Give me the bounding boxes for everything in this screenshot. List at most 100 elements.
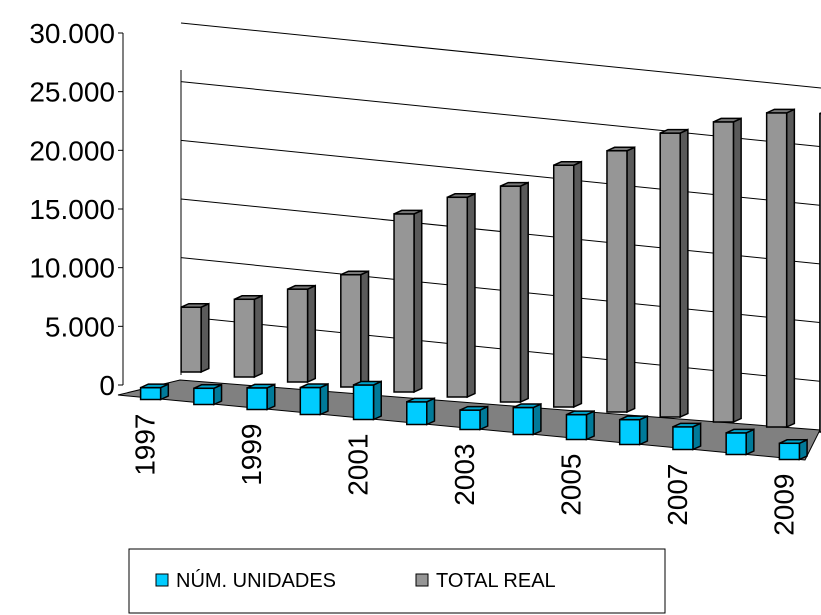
y-tick-label: 0 [99,370,115,401]
legend-item-num-unidades-label: NÚM. UNIDADES [176,569,336,592]
total-real-bar [446,192,476,399]
total-real-bar-front [659,132,681,418]
total-real-bar-side [466,192,476,399]
total-real-bar-side [732,117,742,424]
num-unidades-bar-top [299,383,329,389]
y-tick-label: 15.000 [29,194,115,225]
y-axis: 0 5.000 10.000 15.000 20.000 25.000 30.000 [29,18,124,401]
num-unidades-bar-top [619,415,648,421]
y-tick-label: 5.000 [45,311,115,342]
num-unidades-bar-top [672,422,701,428]
num-unidades-bar-front [618,418,641,446]
num-unidades-bar-top [725,428,755,434]
total-real-bar-top [234,295,263,301]
x-axis-ticks: 1997 1999 2001 2003 2005 2007 2009 [130,414,800,536]
num-unidades-bar-front [459,409,481,431]
total-real-bar-top [340,270,369,276]
total-real-bar [765,108,796,429]
total-real-bar-top [766,108,795,114]
num-unidades-bar-side [372,380,382,421]
total-real-bar-top [659,128,689,134]
total-real-bar-side [679,128,689,419]
total-real-bar-side [200,302,210,374]
gridline [180,22,821,89]
num-unidades-bar-side [319,382,329,416]
total-real-bar-front [819,112,821,433]
num-unidades-bar-front [672,426,694,451]
total-real-bar-top [446,193,476,199]
total-real-bar-side [519,181,529,404]
num-unidades-bar-side [585,410,595,441]
num-unidades-bar-side [532,402,542,436]
total-real-bar [340,270,370,389]
legend-item-total-real-label: TOTAL REAL [436,570,556,592]
total-real-bar [499,181,529,404]
x-tick-label: 2003 [449,444,480,506]
num-unidades-bar-top [353,380,382,386]
num-unidades-bar [459,405,489,431]
total-real-bar [286,284,317,384]
total-real-bar-front [286,288,309,383]
total-real-bar-top [393,209,423,215]
total-real-bar-front [446,196,469,398]
total-real-bar-side [306,284,317,384]
x-tick-label: 2007 [662,464,693,526]
legend: NÚM. UNIDADES TOTAL REAL [128,548,666,614]
num-unidades-bar-top [193,384,222,390]
legend-item-total-real-swatch [415,573,429,587]
x-tick-label: 1997 [130,414,161,476]
num-unidades-bar-front [139,386,162,401]
total-real-bar [712,117,742,424]
total-real-bar-top [713,117,742,123]
total-real-bar-side [572,160,583,409]
num-unidades-bar [246,383,276,411]
num-unidades-bars [139,380,808,461]
total-real-bar-side [413,209,423,394]
total-real-bar-front [499,185,522,403]
num-unidades-bar [778,438,808,461]
total-real-bar-side [253,294,263,379]
total-real-bar-top [287,284,316,290]
x-tick-label: 1999 [236,424,267,486]
num-unidades-bar [618,415,649,446]
x-tick-label: 2001 [343,434,374,496]
total-real-bar-front [233,298,256,378]
total-real-bar-front [765,112,788,428]
total-real-bar [393,209,423,394]
num-unidades-bar-top [512,403,542,409]
total-real-bar-front [552,164,575,408]
num-unidades-bar-side [638,415,649,446]
y-tick-label: 20.000 [29,135,115,166]
x-tick-label: 2009 [768,474,799,536]
num-unidades-bar-front [352,384,375,421]
num-unidades-bar-top [566,410,595,416]
num-unidades-bar [565,410,595,441]
num-unidades-bar [299,382,329,416]
total-real-bar-side [360,270,370,389]
y-tick-label: 25.000 [29,77,115,108]
num-unidades-bar-front [725,432,747,456]
total-real-bar-front [393,213,415,393]
num-unidades-bar-front [193,387,215,406]
total-real-bar-side [626,146,636,414]
total-real-bar [233,294,263,379]
num-unidades-bar-side [426,397,436,426]
total-real-bar-front [712,121,735,423]
num-unidades-bar-top [140,383,169,389]
num-unidades-bar [672,422,702,451]
num-unidades-bar [352,380,382,421]
num-unidades-bar [406,397,436,426]
num-unidades-bar-front [512,406,534,436]
num-unidades-bar-front [778,442,801,461]
num-unidades-bar-front [565,413,588,441]
total-real-bar-top [553,160,582,166]
num-unidades-bar-front [406,401,428,426]
total-real-bar-top [606,146,635,152]
total-real-bar-top [180,302,210,308]
y-tick-label: 10.000 [29,253,115,284]
legend-item-num-unidades-swatch [155,573,169,587]
total-real-bar-front [606,150,628,413]
num-unidades-bar-front [299,386,322,416]
